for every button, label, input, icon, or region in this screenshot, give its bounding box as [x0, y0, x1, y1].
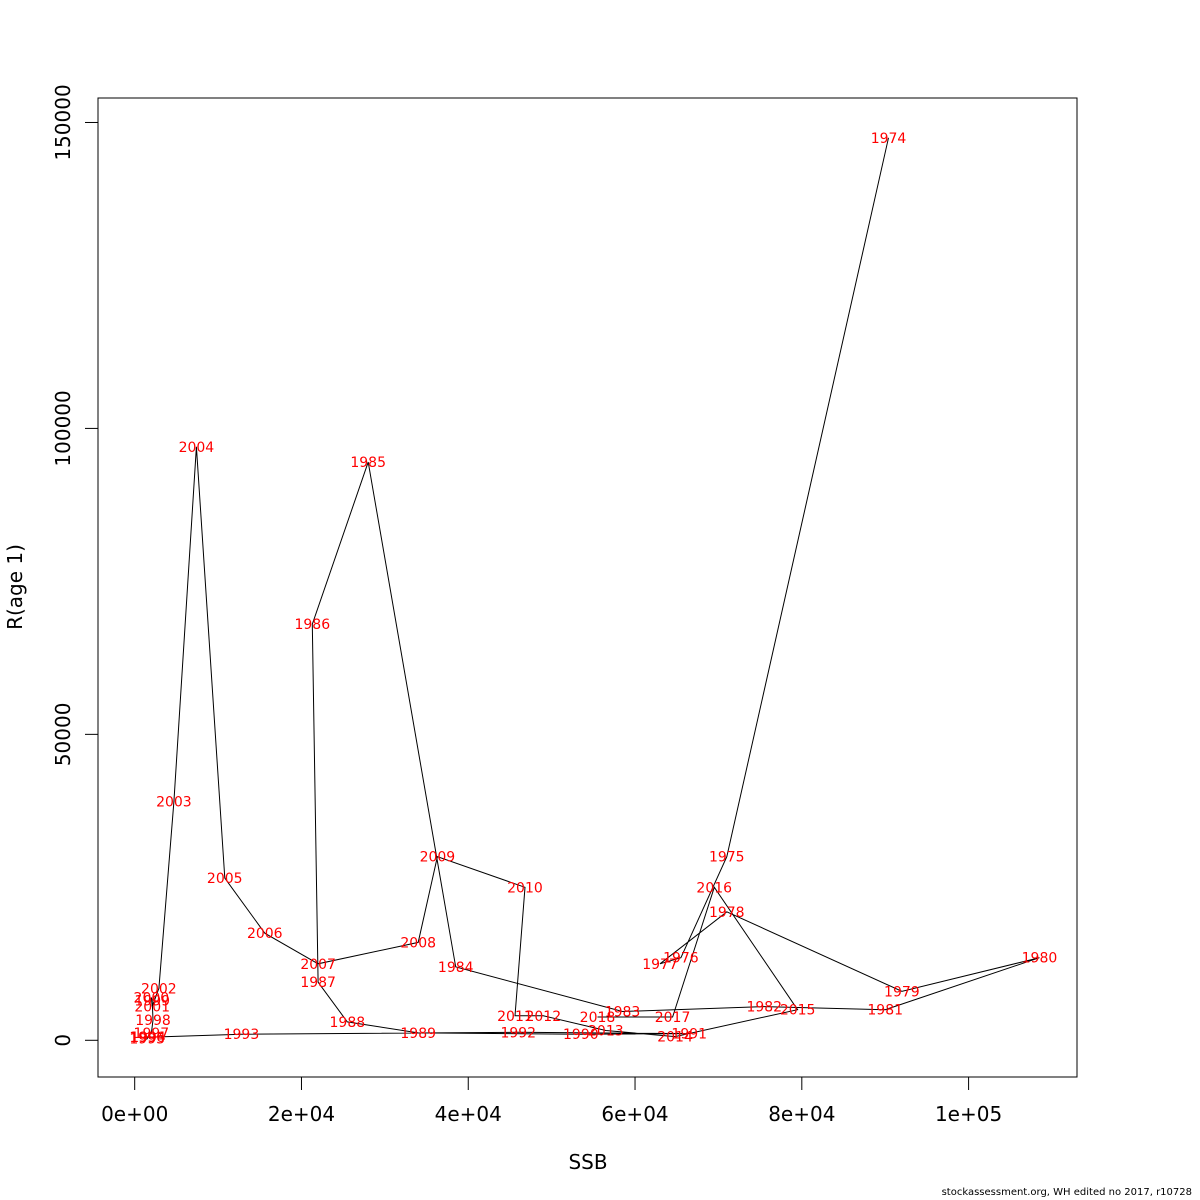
point-label-1977: 1977	[642, 957, 678, 973]
point-label-1976: 1976	[663, 951, 699, 967]
point-label-2011: 2011	[497, 1009, 533, 1025]
point-label-1995: 1995	[129, 1031, 165, 1047]
point-label-2008: 2008	[400, 935, 436, 951]
point-label-2004: 2004	[179, 440, 215, 456]
point-label-2016: 2016	[696, 880, 732, 896]
point-label-2010: 2010	[507, 880, 543, 896]
point-label-1975: 1975	[709, 850, 745, 866]
x-tick-label: 1e+05	[935, 1102, 1002, 1126]
point-label-2014: 2014	[657, 1030, 693, 1046]
point-label-1999: 1999	[134, 994, 170, 1010]
point-label-1982: 1982	[746, 1000, 782, 1016]
point-label-1985: 1985	[350, 455, 386, 471]
point-label-1974: 1974	[871, 131, 907, 147]
point-label-2000: 2000	[134, 990, 170, 1006]
point-label-1988: 1988	[330, 1015, 366, 1031]
point-label-1994: 1994	[130, 1030, 166, 1046]
point-label-2017: 2017	[655, 1010, 691, 1026]
point-label-1986: 1986	[294, 617, 330, 633]
point-label-2007: 2007	[300, 957, 336, 973]
point-label-1992: 1992	[500, 1025, 536, 1041]
point-label-1987: 1987	[300, 975, 336, 991]
point-label-1979: 1979	[884, 984, 920, 1000]
point-label-1978: 1978	[709, 905, 745, 921]
x-axis-title: SSB	[568, 1150, 607, 1174]
point-label-1980: 1980	[1022, 951, 1058, 967]
y-axis-title: R(age 1)	[3, 544, 27, 630]
point-label-2001: 2001	[134, 1000, 170, 1016]
point-label-1981: 1981	[867, 1003, 903, 1019]
point-label-2013: 2013	[588, 1023, 624, 1039]
series-line	[146, 137, 1040, 1041]
plot-frame	[97, 97, 1078, 1078]
point-label-2018: 2018	[580, 1010, 616, 1026]
y-tick-label: 100000	[51, 390, 75, 466]
point-label-1989: 1989	[400, 1026, 436, 1042]
y-tick-label: 50000	[51, 703, 75, 767]
point-label-1990: 1990	[563, 1027, 599, 1043]
point-label-2009: 2009	[420, 850, 456, 866]
x-axis: 0e+00 2e+04 4e+04 6e+04 8e+04 1e+05	[101, 1076, 1002, 1126]
point-label-1983: 1983	[605, 1005, 641, 1021]
point-label-2015: 2015	[780, 1003, 816, 1019]
footer-credit: stockassessment.org, WH edited no 2017, …	[941, 1187, 1192, 1198]
point-label-2005: 2005	[207, 871, 243, 887]
point-label-1984: 1984	[438, 960, 474, 976]
point-label-2006: 2006	[247, 926, 283, 942]
point-label-1996: 1996	[129, 1030, 165, 1046]
x-tick-label: 4e+04	[435, 1102, 502, 1126]
x-tick-label: 8e+04	[768, 1102, 835, 1126]
x-tick-label: 6e+04	[601, 1102, 668, 1126]
point-label-2003: 2003	[156, 795, 192, 811]
x-tick-label: 2e+04	[268, 1102, 335, 1126]
point-label-2012: 2012	[525, 1009, 561, 1025]
point-label-2002: 2002	[141, 981, 177, 997]
point-label-1993: 1993	[224, 1027, 260, 1043]
point-label-1997: 1997	[134, 1026, 170, 1042]
y-tick-label: 0	[51, 1034, 75, 1047]
y-axis: 0 50000 100000 150000	[51, 84, 99, 1047]
y-tick-label: 150000	[51, 84, 75, 160]
point-label-1991: 1991	[671, 1027, 707, 1043]
point-label-1998: 1998	[135, 1013, 171, 1029]
x-tick-label: 0e+00	[101, 1102, 168, 1126]
